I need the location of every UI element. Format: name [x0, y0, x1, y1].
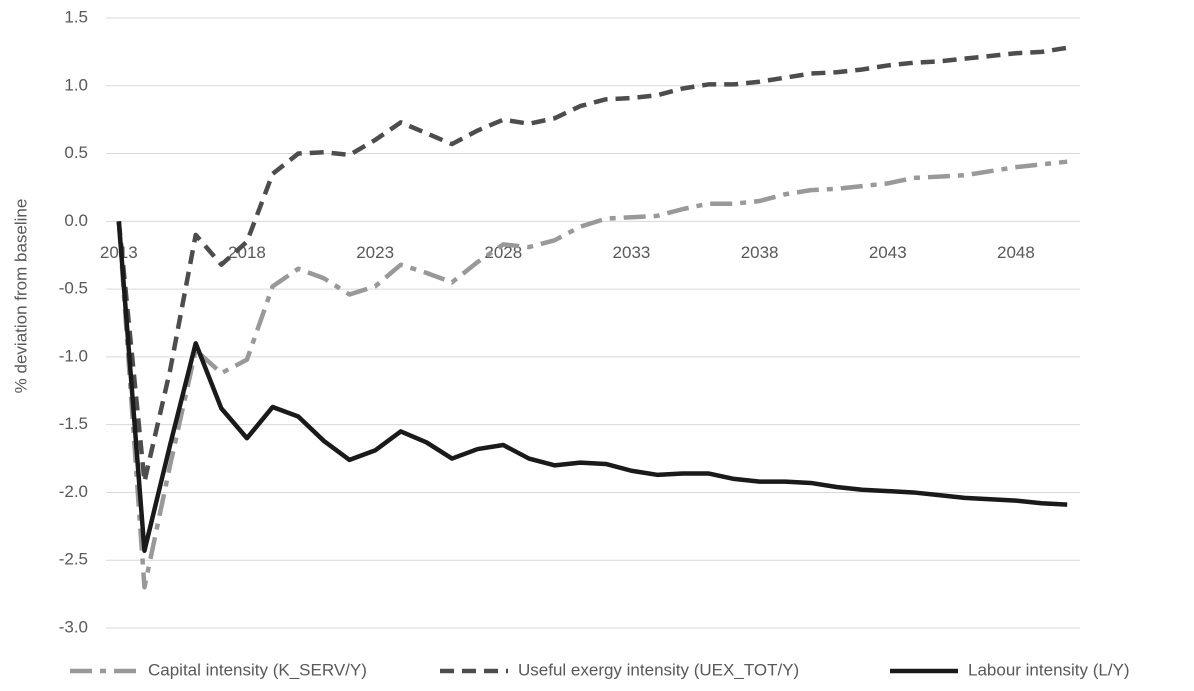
x-tick-label: 2048 [997, 243, 1035, 262]
y-tick-label: -0.5 [59, 279, 88, 298]
y-tick-label: -1.0 [59, 346, 88, 365]
y-tick-label: 0.5 [64, 143, 88, 162]
y-tick-label: 0.0 [64, 211, 88, 230]
x-tick-label: 2018 [228, 243, 266, 262]
y-tick-label: 1.5 [64, 7, 88, 26]
legend-label: Useful exergy intensity (UEX_TOT/Y) [518, 660, 799, 679]
y-tick-label: -2.5 [59, 550, 88, 569]
x-tick-label: 2043 [869, 243, 907, 262]
y-tick-label: 1.0 [64, 75, 88, 94]
x-tick-label: 2038 [741, 243, 779, 262]
y-tick-label: -3.0 [59, 617, 88, 636]
x-tick-label: 2033 [613, 243, 651, 262]
y-axis-label: % deviation from baseline [11, 199, 30, 394]
y-tick-label: -1.5 [59, 414, 88, 433]
legend-label: Labour intensity (L/Y) [968, 660, 1130, 679]
series-line [116, 45, 1068, 484]
series-line [116, 221, 1068, 553]
x-tick-label: 2023 [356, 243, 394, 262]
legend-label: Capital intensity (K_SERV/Y) [148, 660, 367, 679]
y-tick-label: -2.0 [59, 482, 88, 501]
series-line [116, 159, 1068, 590]
